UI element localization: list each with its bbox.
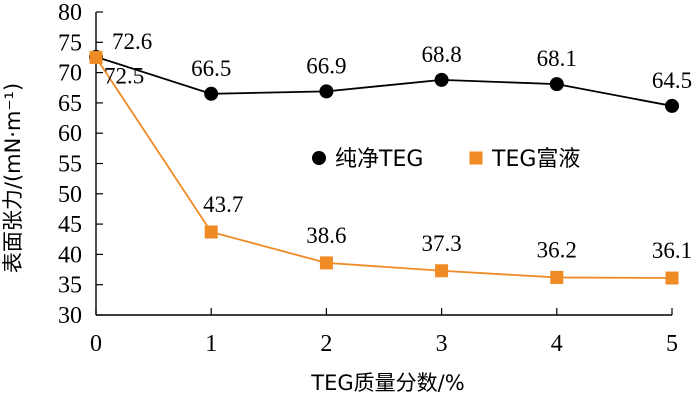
y-tick-label: 55 xyxy=(58,152,82,178)
series-1: 72.5 43.7 38.6 37.3 36.2 36.1 xyxy=(89,50,692,285)
series-layer: 72.6 66.5 66.9 68.8 68.1 64.5 72.5 43.7 38.6 37.3… xyxy=(89,29,692,285)
legend-marker xyxy=(469,151,483,165)
x-tick-label: 3 xyxy=(436,331,448,357)
data-label: 36.1 xyxy=(652,238,692,263)
data-point xyxy=(204,225,218,239)
y-tick-label: 80 xyxy=(58,0,82,26)
data-point xyxy=(665,98,679,113)
y-tick-label: 30 xyxy=(58,303,82,329)
y-tick-label: 75 xyxy=(58,30,82,56)
data-label: 72.5 xyxy=(104,63,144,88)
data-label: 36.2 xyxy=(537,237,577,262)
data-label: 68.8 xyxy=(421,42,461,67)
data-point xyxy=(550,270,564,284)
y-tick-label: 70 xyxy=(58,61,82,87)
x-tick-label: 2 xyxy=(320,331,332,357)
legend-item: 纯净TEG xyxy=(312,147,423,172)
y-tick-label: 35 xyxy=(58,273,82,299)
data-label: 72.6 xyxy=(112,29,152,54)
data-label: 64.5 xyxy=(652,68,692,93)
series-line xyxy=(95,56,673,279)
data-point xyxy=(665,271,679,285)
data-point xyxy=(435,264,449,278)
y-tick-label: 45 xyxy=(58,212,82,238)
y-tick-label: 50 xyxy=(58,182,82,208)
x-tick-label: 4 xyxy=(551,331,563,357)
data-point xyxy=(319,84,334,99)
y-tick-label: 60 xyxy=(58,121,82,147)
legend-marker xyxy=(312,151,326,165)
legend: 纯净TEG TEG富液 xyxy=(312,147,580,172)
data-point xyxy=(89,50,103,64)
data-point xyxy=(434,72,449,87)
data-label: 68.1 xyxy=(537,46,577,71)
x-tick-label: 1 xyxy=(205,331,217,357)
legend-item: TEG富液 xyxy=(469,147,580,172)
data-point xyxy=(204,86,219,101)
data-point xyxy=(549,77,564,92)
legend-label: 纯净TEG xyxy=(335,147,423,172)
y-tick-label: 40 xyxy=(58,242,82,268)
data-label: 38.6 xyxy=(306,223,346,248)
y-tick-label: 65 xyxy=(58,91,82,117)
y-axis-title: 表面张力/(mN·m⁻¹) xyxy=(1,83,25,273)
x-tick-label: 0 xyxy=(90,331,102,357)
series-0: 72.6 66.5 66.9 68.8 68.1 64.5 xyxy=(89,29,692,113)
data-label: 37.3 xyxy=(421,231,461,256)
x-axis-title: TEG质量分数/% xyxy=(310,371,464,395)
data-label: 66.9 xyxy=(306,53,346,78)
data-point xyxy=(319,256,333,270)
data-label: 66.5 xyxy=(191,56,231,81)
data-label: 43.7 xyxy=(203,192,243,217)
legend-label: TEG富液 xyxy=(491,147,580,172)
x-tick-label: 5 xyxy=(666,331,678,357)
series-line xyxy=(95,55,673,107)
